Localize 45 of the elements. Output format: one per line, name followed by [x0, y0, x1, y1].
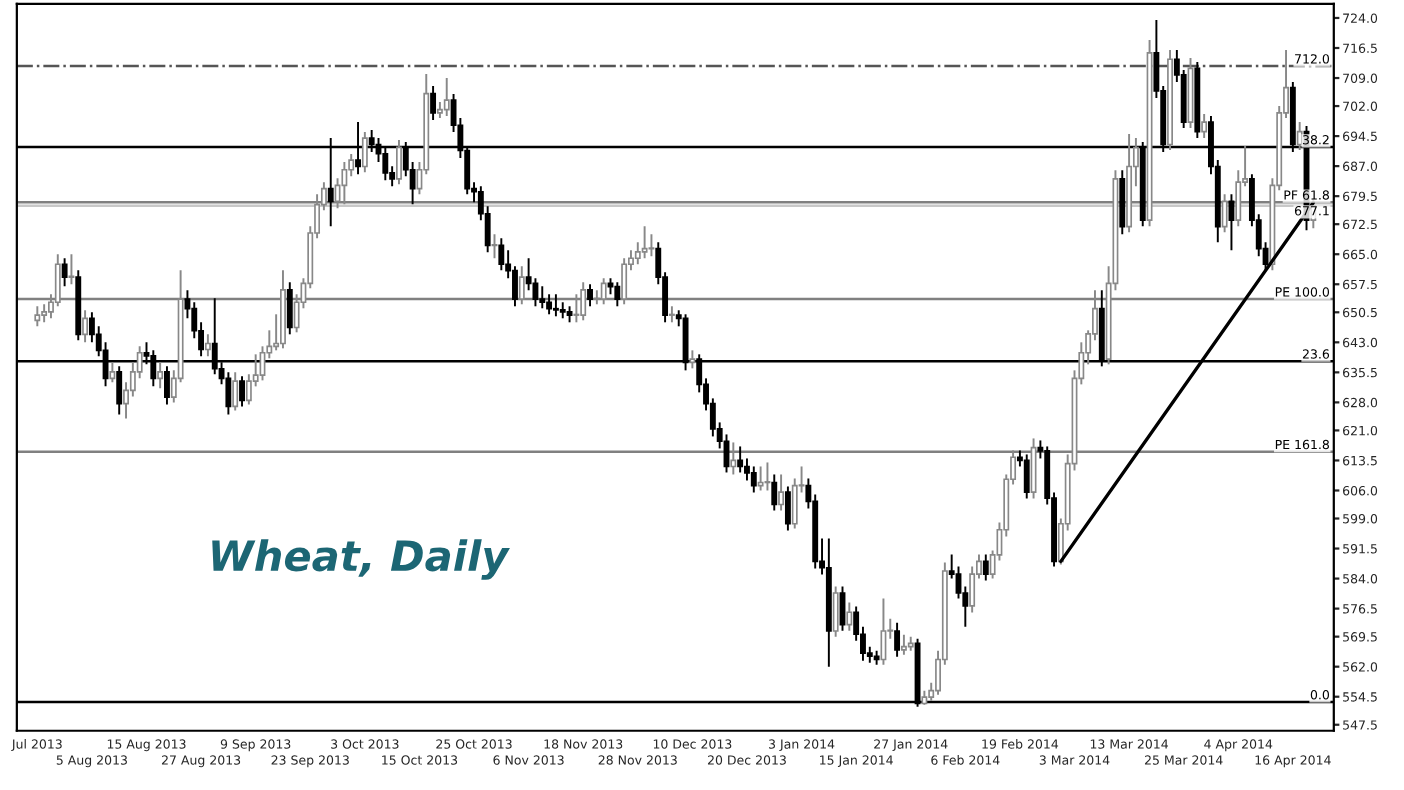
candlestick — [239, 375, 245, 408]
candlestick — [164, 365, 170, 406]
candlestick — [832, 585, 839, 638]
candlestick — [880, 597, 887, 666]
candlestick — [771, 473, 778, 512]
candlestick — [648, 233, 655, 258]
candlestick — [61, 257, 68, 288]
candlestick — [286, 281, 293, 336]
candlestick — [778, 473, 785, 512]
candlestick — [232, 371, 239, 412]
candlestick — [784, 485, 791, 532]
candlestick — [491, 233, 498, 260]
candlestick — [894, 621, 901, 658]
candlestick — [157, 361, 164, 390]
candlestick — [430, 85, 437, 122]
candlestick — [204, 333, 211, 358]
candlestick — [361, 131, 368, 174]
candlestick — [1201, 113, 1208, 140]
candlestick — [587, 283, 593, 308]
candlestick — [82, 309, 89, 344]
candlestick — [539, 285, 546, 310]
candlestick — [982, 553, 989, 582]
candlestick — [546, 293, 553, 316]
text: Wheat, Daily — [212, 539, 510, 580]
candlestick — [396, 139, 402, 186]
candlestick — [668, 305, 675, 324]
candlestick — [498, 237, 505, 272]
candlestick — [846, 601, 853, 632]
candlestick — [757, 465, 764, 492]
candlestick — [764, 461, 771, 492]
candlestick — [552, 293, 559, 318]
candlestick — [1119, 169, 1126, 236]
candlestick — [109, 361, 116, 384]
candlestick — [1023, 453, 1030, 500]
candlestick — [689, 349, 696, 370]
candlestick — [750, 465, 757, 494]
candlestick — [34, 305, 41, 328]
candlestick — [737, 445, 744, 474]
candlestick — [900, 633, 907, 656]
candlestick — [641, 225, 648, 260]
candlestick — [614, 281, 621, 308]
candlestick — [443, 77, 450, 118]
candlestick — [68, 253, 75, 286]
candlestick — [1228, 193, 1235, 252]
candlestick — [116, 365, 123, 416]
